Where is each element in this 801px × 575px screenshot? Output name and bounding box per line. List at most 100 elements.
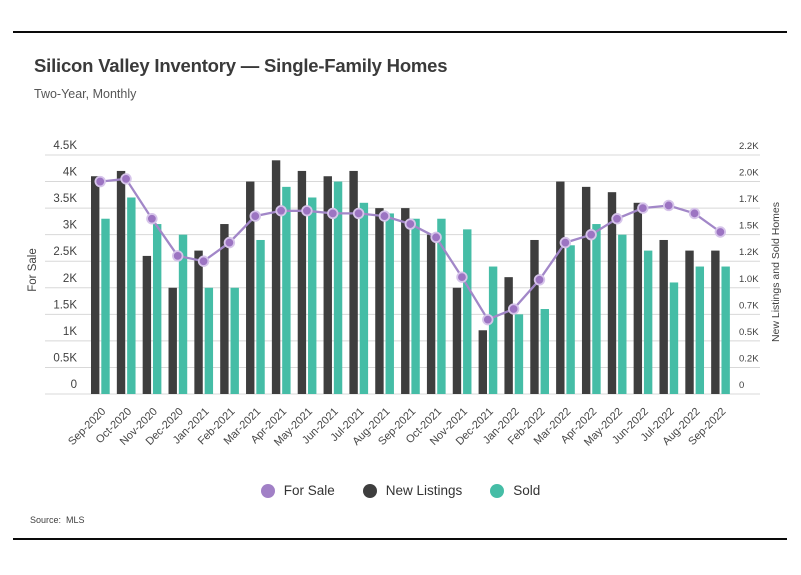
sold-bar	[204, 287, 214, 394]
chart-subtitle: Two-Year, Monthly	[34, 87, 137, 101]
sold-bar	[178, 234, 188, 394]
for-sale-marker	[352, 207, 365, 220]
sold-bar	[282, 186, 291, 394]
sold-swatch-icon	[490, 483, 505, 498]
left-axis-tick: 1.5K	[53, 299, 77, 311]
for-sale-marker	[249, 210, 261, 222]
new-listings-bar	[504, 277, 513, 394]
sold-bar	[463, 229, 472, 394]
chart-title: Silicon Valley Inventory — Single-Family…	[34, 55, 448, 76]
sold-bar	[437, 218, 446, 394]
sold-bar	[643, 250, 653, 394]
new-listings-bar	[530, 239, 539, 394]
for-sale-marker	[637, 202, 649, 214]
left-axis-title: For Sale	[27, 248, 39, 291]
legend-item-for-sale[interactable]: For Sale	[260, 483, 335, 498]
sold-bar	[152, 224, 162, 394]
sold-bar	[359, 202, 369, 394]
source-note: Source: MLS	[30, 515, 85, 525]
sold-bar	[385, 213, 394, 394]
for-sale-marker	[404, 218, 416, 230]
for-sale-swatch-icon	[260, 483, 275, 498]
left-axis-tick: 0.5K	[53, 352, 77, 364]
new-listings-bar	[607, 192, 617, 394]
new-listings-bar	[478, 330, 487, 394]
bottom-divider	[13, 538, 787, 540]
sold-bar	[540, 309, 549, 394]
sold-bar	[592, 224, 601, 394]
sold-bar	[618, 234, 627, 394]
sold-bar	[488, 266, 498, 394]
new-listings-bar	[349, 170, 358, 394]
new-listings-bar	[323, 176, 332, 394]
left-axis-tick: 0	[71, 379, 77, 391]
top-divider	[13, 31, 787, 33]
left-axis-tick: 3.5K	[53, 193, 77, 205]
right-axis-tick: 0.7K	[739, 300, 759, 311]
for-sale-marker	[559, 236, 572, 249]
sold-bar	[566, 245, 575, 394]
chart-legend: For Sale New Listings Sold	[0, 483, 801, 498]
new-listings-bar	[556, 181, 565, 394]
new-listings-bar	[711, 250, 720, 394]
sold-bar	[514, 314, 524, 394]
legend-label: For Sale	[283, 483, 335, 498]
source-label: Source:	[30, 515, 62, 525]
right-axis-tick: 0.2K	[739, 353, 759, 364]
for-sale-marker	[662, 199, 675, 212]
for-sale-marker	[714, 226, 727, 238]
sold-bar	[669, 282, 679, 394]
legend-item-sold[interactable]: Sold	[490, 483, 540, 498]
new-listings-bar	[271, 160, 281, 394]
right-axis-tick: 0	[739, 380, 744, 391]
for-sale-marker	[533, 274, 546, 286]
legend-label: New Listings	[385, 483, 463, 498]
new-listings-bar	[246, 181, 255, 394]
source-value: MLS	[66, 515, 85, 525]
new-listings-bar	[142, 255, 152, 394]
for-sale-marker	[301, 205, 313, 217]
right-axis-tick: 2.0K	[739, 168, 759, 179]
for-sale-marker	[688, 207, 701, 220]
for-sale-marker	[507, 303, 520, 315]
for-sale-marker	[94, 175, 106, 188]
sold-bar	[721, 266, 730, 394]
new-listings-bar	[633, 202, 643, 394]
right-axis-title: New Listings and Sold Homes	[770, 202, 782, 342]
for-sale-marker	[223, 236, 236, 249]
legend-item-new-listings[interactable]: New Listings	[362, 483, 463, 498]
new-listings-bar	[659, 239, 668, 394]
new-listings-bar	[220, 224, 229, 394]
for-sale-marker	[482, 313, 494, 326]
left-axis-tick: 2.5K	[53, 246, 77, 258]
sold-bar	[411, 218, 420, 394]
right-axis-tick: 2.2K	[739, 141, 759, 152]
new-listings-bar	[685, 250, 694, 394]
sold-bar	[256, 239, 265, 394]
for-sale-marker	[378, 210, 391, 222]
left-axis-tick: 4K	[63, 167, 77, 179]
for-sale-marker	[275, 205, 287, 217]
sold-bar	[695, 266, 705, 394]
sold-bar	[230, 287, 239, 394]
new-listings-bar	[401, 208, 410, 394]
right-axis-tick: 0.5K	[739, 327, 759, 338]
new-listings-bar	[581, 186, 591, 394]
sold-bar	[101, 218, 110, 394]
sold-bar	[333, 181, 343, 394]
for-sale-marker	[197, 255, 210, 267]
right-axis-tick: 1.5K	[739, 221, 759, 232]
for-sale-marker	[172, 250, 184, 262]
for-sale-line	[100, 177, 722, 322]
inventory-chart-canvas: 0 0 0.5K 0.2K 1K 0.5K 1.5K 0.7K 2K 1.0K 2.5K 1.2K 3K…	[27, 140, 782, 449]
for-sale-marker	[120, 173, 132, 185]
for-sale-marker	[146, 213, 158, 225]
right-axis-tick: 1.2K	[739, 247, 759, 258]
sold-bar	[308, 197, 317, 394]
left-axis-tick: 1K	[63, 326, 77, 338]
left-axis-tick: 4.5K	[53, 140, 77, 152]
for-sale-marker	[456, 271, 468, 283]
new-listings-bar	[452, 287, 462, 394]
left-axis-tick: 2K	[63, 273, 77, 285]
